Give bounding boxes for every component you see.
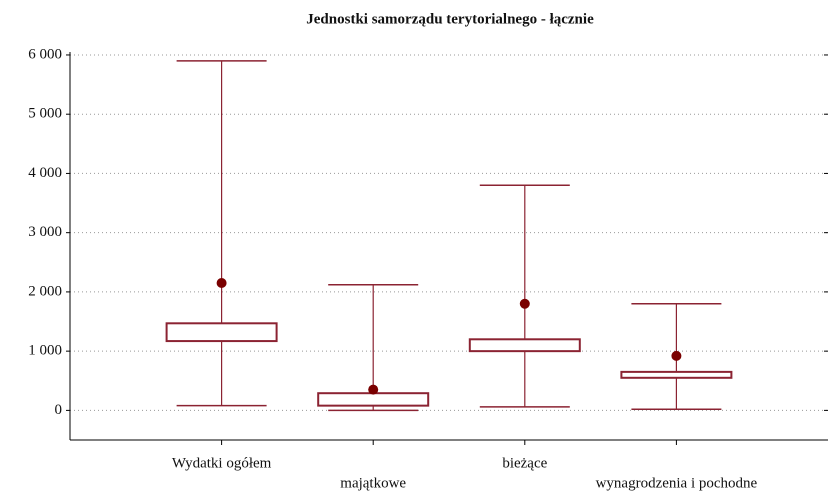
x-tick-label: bieżące [502, 455, 547, 471]
x-tick-label: Wydatki ogółem [172, 455, 272, 471]
y-tick-label: 4 000 [28, 165, 62, 181]
y-tick-label: 3 000 [28, 224, 62, 240]
x-tick-label: majątkowe [340, 475, 406, 491]
mean-point [671, 350, 682, 361]
box [620, 370, 733, 379]
y-tick-label: 0 [55, 402, 63, 418]
box [317, 392, 430, 407]
y-tick-label: 1 000 [28, 343, 62, 359]
mean-point [216, 278, 227, 289]
box [165, 322, 278, 343]
y-tick-label: 2 000 [28, 283, 62, 299]
y-tick-label: 5 000 [28, 106, 62, 122]
x-tick-label: wynagrodzenia i pochodne [596, 475, 758, 491]
mean-point [368, 384, 379, 395]
y-tick-label: 6 000 [28, 46, 62, 62]
mean-point [519, 298, 530, 309]
box [468, 338, 581, 353]
chart-title: Jednostki samorządu terytorialnego - łąc… [306, 11, 594, 27]
